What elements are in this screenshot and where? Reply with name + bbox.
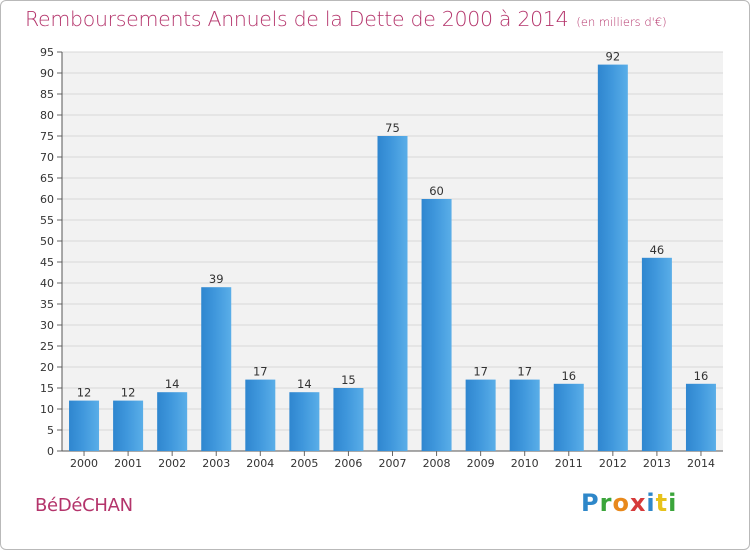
chart-title-text: Remboursements Annuels de la Dette de 20… (25, 7, 569, 31)
data-label: 15 (341, 373, 356, 387)
y-tick-label: 65 (40, 172, 54, 185)
bar (245, 379, 276, 451)
x-tick-label: 2004 (246, 457, 274, 470)
logo-letter: P (581, 489, 600, 517)
y-tick-label: 15 (40, 382, 54, 395)
bar (157, 392, 188, 451)
data-label: 75 (385, 121, 400, 135)
proxiti-logo: Proxiti (581, 489, 677, 517)
data-label: 17 (253, 365, 268, 379)
data-label: 14 (165, 377, 180, 391)
y-tick-label: 95 (40, 46, 54, 59)
unit-note: (en milliers d'€) (576, 15, 667, 29)
data-label: 16 (561, 369, 576, 383)
y-tick-label: 60 (40, 193, 54, 206)
x-tick-label: 2010 (511, 457, 539, 470)
y-tick-label: 45 (40, 256, 54, 269)
logo-letter: r (599, 489, 613, 517)
bar (465, 379, 496, 451)
x-tick-label: 2007 (379, 457, 407, 470)
data-label: 17 (517, 365, 532, 379)
data-label: 46 (650, 243, 665, 257)
bar (377, 136, 408, 451)
x-tick-label: 2001 (114, 457, 142, 470)
y-tick-label: 35 (40, 298, 54, 311)
y-tick-label: 75 (40, 130, 54, 143)
x-tick-label: 2000 (70, 457, 98, 470)
logo-letter: o (612, 489, 630, 517)
y-tick-label: 10 (40, 403, 54, 416)
y-tick-label: 30 (40, 319, 54, 332)
y-tick-label: 20 (40, 361, 54, 374)
y-tick-label: 85 (40, 88, 54, 101)
commune-name: BéDéCHAN (35, 495, 133, 516)
chart-title: Remboursements Annuels de la Dette de 20… (25, 7, 667, 31)
data-label: 92 (606, 50, 621, 64)
bar (685, 383, 716, 451)
y-tick-label: 55 (40, 214, 54, 227)
x-tick-label: 2014 (687, 457, 715, 470)
x-tick-label: 2013 (643, 457, 671, 470)
logo-letter: x (629, 489, 647, 517)
bar (641, 257, 672, 451)
y-tick-label: 50 (40, 235, 54, 248)
data-label: 12 (121, 386, 136, 400)
x-tick-label: 2012 (599, 457, 627, 470)
y-tick-label: 70 (40, 151, 54, 164)
data-label: 16 (694, 369, 709, 383)
data-label: 14 (297, 377, 312, 391)
data-label: 39 (209, 272, 224, 286)
bar (69, 400, 100, 451)
data-label: 12 (77, 386, 92, 400)
x-tick-label: 2002 (158, 457, 186, 470)
logo-letter: t (655, 489, 669, 517)
bar (289, 392, 320, 451)
y-tick-label: 0 (47, 445, 54, 458)
data-label: 17 (473, 365, 488, 379)
y-tick-label: 5 (47, 424, 54, 437)
x-tick-label: 2008 (423, 457, 451, 470)
bar (509, 379, 540, 451)
x-tick-label: 2006 (334, 457, 362, 470)
data-label: 60 (429, 184, 444, 198)
logo-letter: i (646, 489, 656, 517)
x-tick-label: 2003 (202, 457, 230, 470)
y-tick-label: 80 (40, 109, 54, 122)
bar (597, 64, 628, 451)
bar (113, 400, 144, 451)
x-tick-label: 2011 (555, 457, 583, 470)
bar (333, 388, 364, 451)
y-tick-label: 40 (40, 277, 54, 290)
x-tick-label: 2009 (467, 457, 495, 470)
x-tick-label: 2005 (290, 457, 318, 470)
bar (421, 199, 452, 451)
bar (201, 287, 232, 451)
y-tick-label: 90 (40, 67, 54, 80)
bar (553, 383, 584, 451)
logo-letter: i (668, 489, 678, 517)
y-tick-label: 25 (40, 340, 54, 353)
